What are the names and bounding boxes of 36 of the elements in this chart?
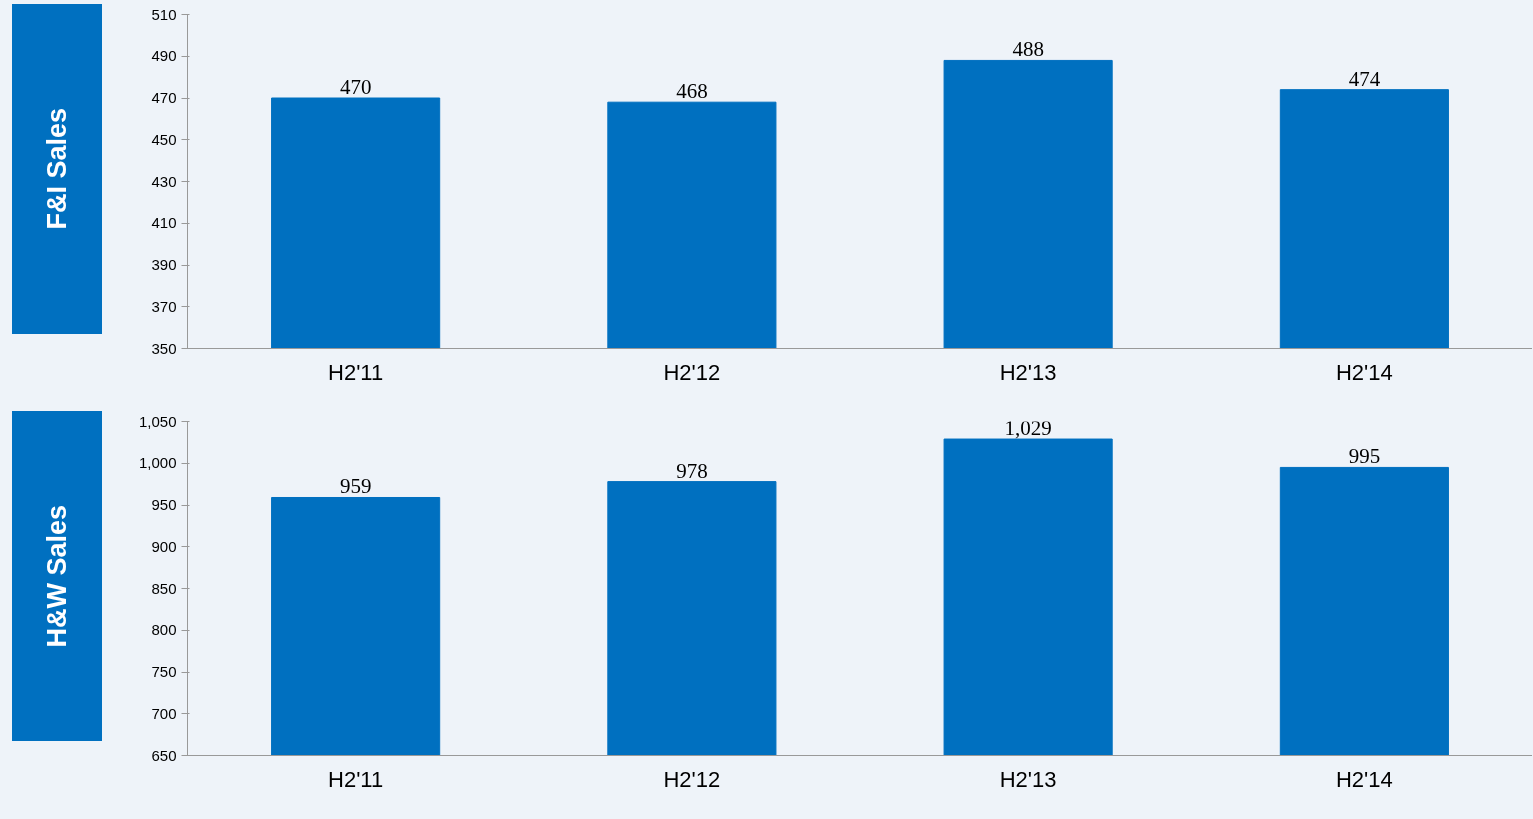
data-label: 978 xyxy=(676,458,708,483)
data-label: 488 xyxy=(1012,37,1044,62)
y-axis-title: F&I Sales xyxy=(40,108,73,230)
data-label: 474 xyxy=(1348,66,1381,91)
x-tick-label: H2'12 xyxy=(663,359,721,385)
data-label: 1,029 xyxy=(1004,416,1052,441)
y-tick-label: 350 xyxy=(151,339,177,357)
x-tick-label: H2'13 xyxy=(999,766,1057,792)
y-tick-label: 650 xyxy=(151,746,177,764)
data-label: 959 xyxy=(339,474,372,499)
y-tick-label: 490 xyxy=(151,47,177,65)
data-label: 470 xyxy=(339,75,372,99)
y-tick-label: 1,000 xyxy=(138,454,177,472)
x-tick-label: H2'13 xyxy=(999,359,1057,385)
y-tick-label: 390 xyxy=(151,256,177,273)
y-axis-title: H&W Sales xyxy=(40,504,73,648)
y-tick-label: 450 xyxy=(151,130,177,148)
y-tick-label: 1,050 xyxy=(138,412,177,430)
x-tick-label: H2'14 xyxy=(1335,359,1393,385)
y-tick-label: 900 xyxy=(151,537,177,555)
y-tick-label: 470 xyxy=(151,89,177,106)
y-tick-label: 750 xyxy=(151,663,177,680)
y-tick-label: 430 xyxy=(151,172,177,190)
x-tick-label: H2'11 xyxy=(328,359,384,385)
y-tick-label: 950 xyxy=(151,496,177,513)
x-tick-label: H2'12 xyxy=(663,766,721,792)
y-tick-label: 850 xyxy=(151,579,177,597)
data-label: 468 xyxy=(676,79,708,104)
data-label: 995 xyxy=(1348,444,1381,469)
y-tick-label: 800 xyxy=(151,621,177,639)
x-tick-label: H2'11 xyxy=(328,766,384,792)
y-tick-label: 700 xyxy=(151,704,177,722)
y-tick-label: 510 xyxy=(151,5,177,23)
x-tick-label: H2'14 xyxy=(1335,766,1393,792)
y-tick-label: 410 xyxy=(151,214,177,232)
y-tick-label: 370 xyxy=(151,297,177,315)
